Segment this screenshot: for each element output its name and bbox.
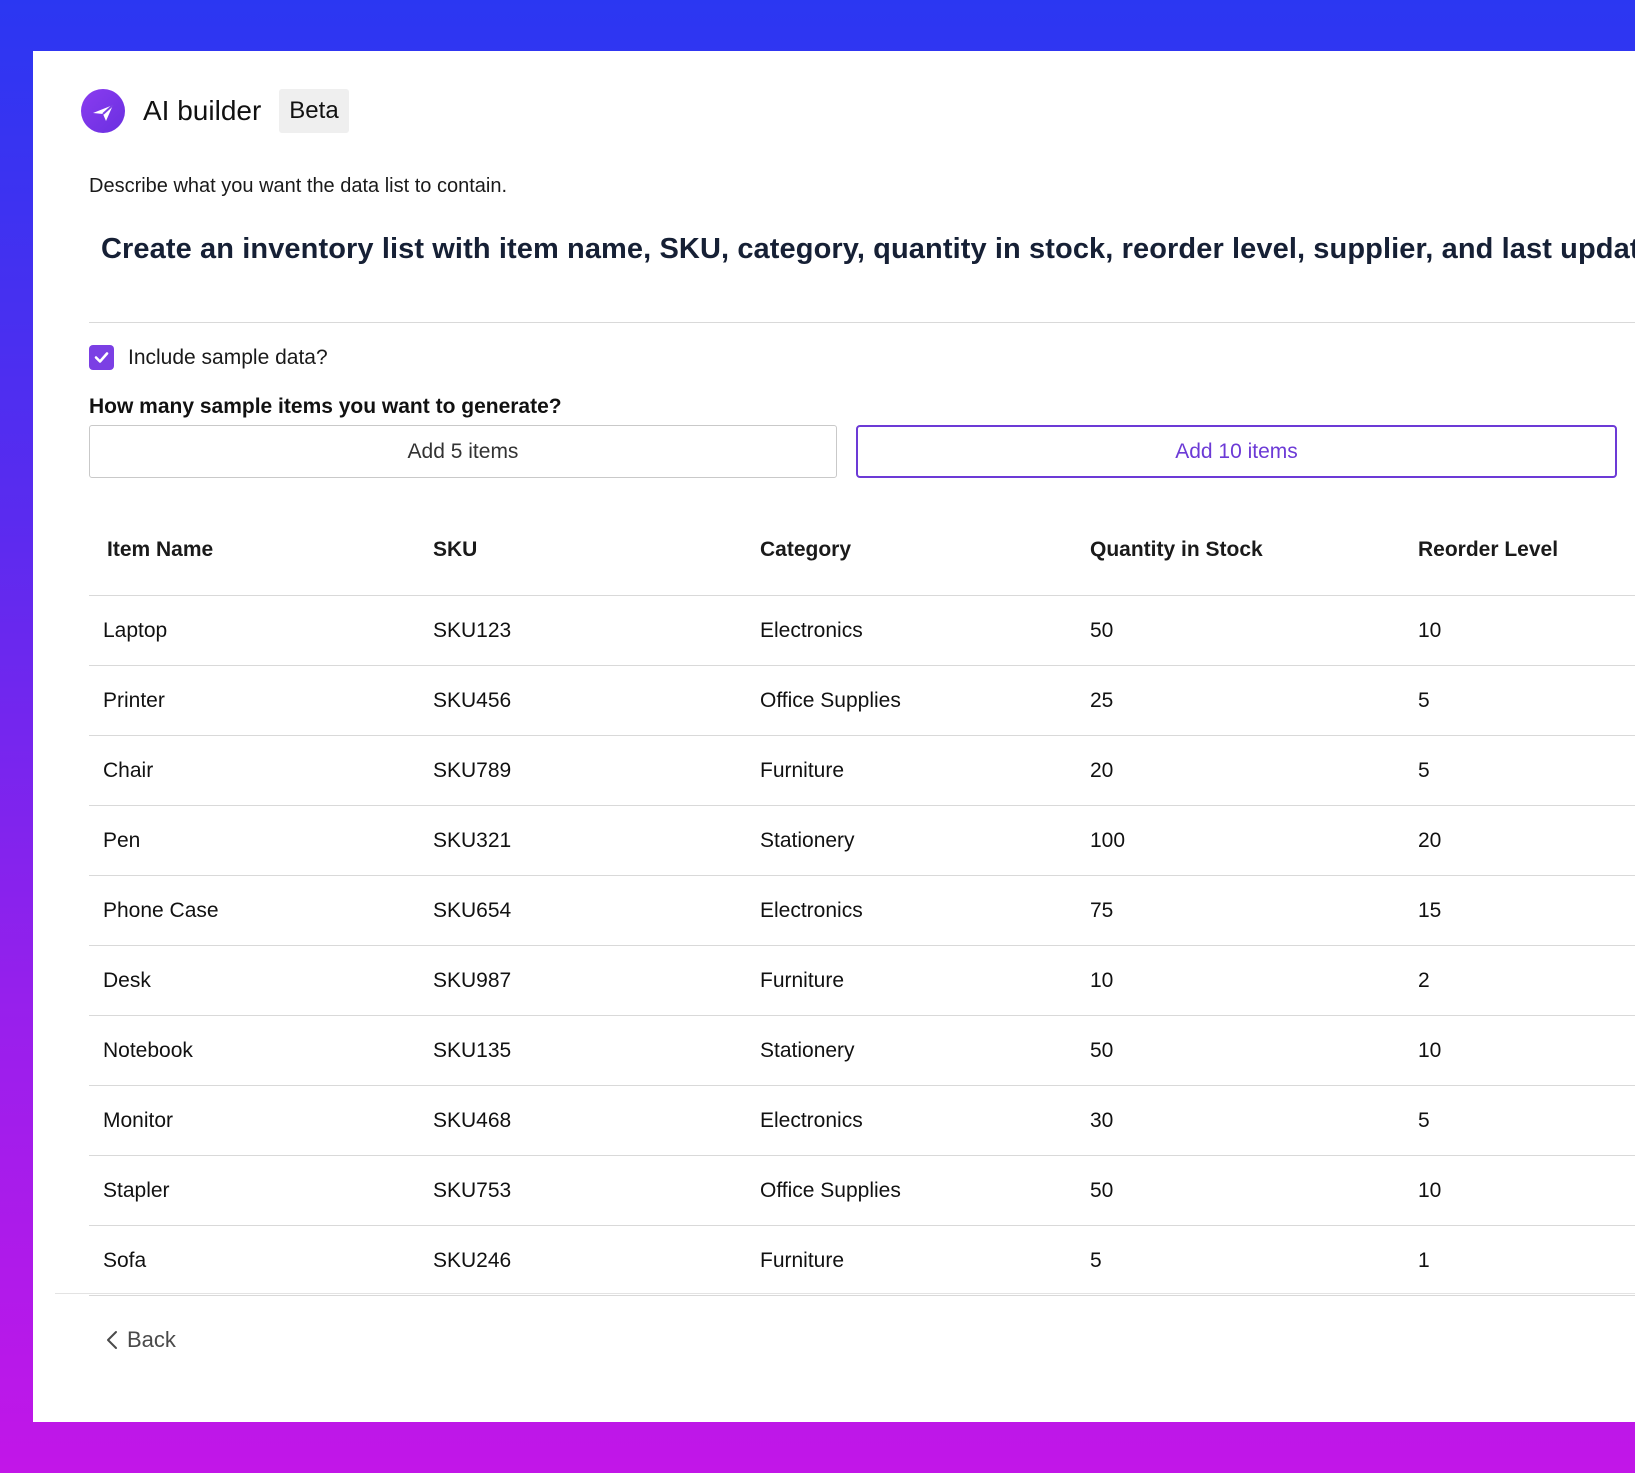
add-10-items-button[interactable]: Add 10 items	[856, 425, 1617, 478]
table-row: Sofa SKU246 Furniture 5 1	[89, 1226, 1635, 1296]
prompt-input[interactable]: Create an inventory list with item name,…	[101, 233, 1635, 265]
include-sample-checkbox[interactable]	[89, 345, 114, 370]
send-arrow-icon	[81, 89, 125, 133]
cell-item-name: Monitor	[103, 1109, 174, 1132]
cell-sku: SKU468	[433, 1109, 512, 1132]
column-header-item-name: Item Name	[107, 538, 214, 561]
beta-badge: Beta	[279, 89, 349, 133]
table-row: Phone Case SKU654 Electronics 75 15	[89, 876, 1635, 946]
cell-sku: SKU246	[433, 1249, 512, 1272]
sample-count-question: How many sample items you want to genera…	[89, 395, 562, 418]
cell-sku: SKU654	[433, 899, 512, 922]
table-row: Notebook SKU135 Stationery 50 10	[89, 1016, 1635, 1086]
divider	[89, 322, 1635, 323]
cell-quantity: 20	[1090, 759, 1114, 782]
cell-category: Electronics	[760, 619, 863, 642]
cell-item-name: Stapler	[103, 1179, 170, 1202]
cell-quantity: 50	[1090, 1179, 1114, 1202]
inventory-table: Item Name SKU Category Quantity in Stock…	[89, 509, 1635, 1296]
back-button[interactable]: Back	[105, 1327, 176, 1353]
cell-item-name: Sofa	[103, 1249, 147, 1272]
table-row: Desk SKU987 Furniture 10 2	[89, 946, 1635, 1016]
cell-item-name: Notebook	[103, 1039, 193, 1062]
cell-reorder-level: 5	[1418, 759, 1430, 782]
cell-item-name: Chair	[103, 759, 154, 782]
cell-reorder-level: 5	[1418, 689, 1430, 712]
cell-category: Furniture	[760, 1249, 845, 1272]
cell-item-name: Desk	[103, 969, 151, 992]
column-header-reorder-level: Reorder Level	[1418, 538, 1559, 561]
cell-quantity: 75	[1090, 899, 1114, 922]
table-row: Pen SKU321 Stationery 100 20	[89, 806, 1635, 876]
cell-category: Electronics	[760, 899, 863, 922]
cell-quantity: 30	[1090, 1109, 1114, 1132]
table-row: Printer SKU456 Office Supplies 25 5	[89, 666, 1635, 736]
cell-reorder-level: 2	[1418, 969, 1430, 992]
cell-item-name: Printer	[103, 689, 165, 712]
cell-category: Furniture	[760, 759, 845, 782]
header: AI builder Beta	[81, 87, 349, 135]
cell-category: Office Supplies	[760, 1179, 901, 1202]
cell-sku: SKU456	[433, 689, 512, 712]
cell-item-name: Pen	[103, 829, 141, 852]
cell-reorder-level: 10	[1418, 1039, 1442, 1062]
cell-category: Stationery	[760, 829, 855, 852]
describe-label: Describe what you want the data list to …	[89, 175, 508, 197]
footer-divider	[55, 1293, 1635, 1294]
cell-reorder-level: 10	[1418, 1179, 1442, 1202]
cell-category: Furniture	[760, 969, 845, 992]
add-5-items-button[interactable]: Add 5 items	[89, 425, 837, 478]
cell-category: Stationery	[760, 1039, 855, 1062]
cell-category: Office Supplies	[760, 689, 901, 712]
table-header-row: Item Name SKU Category Quantity in Stock…	[89, 509, 1635, 596]
cell-quantity: 25	[1090, 689, 1114, 712]
cell-quantity: 50	[1090, 619, 1114, 642]
include-sample-row[interactable]: Include sample data?	[89, 345, 328, 370]
cell-category: Electronics	[760, 1109, 863, 1132]
cell-sku: SKU987	[433, 969, 512, 992]
cell-reorder-level: 5	[1418, 1109, 1430, 1132]
cell-sku: SKU135	[433, 1039, 512, 1062]
check-icon	[94, 352, 109, 363]
cell-reorder-level: 10	[1418, 619, 1442, 642]
cell-sku: SKU753	[433, 1179, 512, 1202]
cell-reorder-level: 1	[1418, 1249, 1430, 1272]
cell-quantity: 100	[1090, 829, 1126, 852]
column-header-category: Category	[760, 538, 852, 561]
back-label: Back	[127, 1327, 176, 1352]
include-sample-label: Include sample data?	[128, 345, 328, 369]
cell-quantity: 10	[1090, 969, 1114, 992]
cell-reorder-level: 15	[1418, 899, 1442, 922]
column-header-sku: SKU	[433, 538, 478, 561]
column-header-quantity: Quantity in Stock	[1090, 538, 1263, 561]
ai-builder-panel: AI builder Beta Describe what you want t…	[33, 51, 1635, 1422]
cell-quantity: 50	[1090, 1039, 1114, 1062]
cell-item-name: Laptop	[103, 619, 168, 642]
cell-item-name: Phone Case	[103, 899, 219, 922]
table-row: Laptop SKU123 Electronics 50 10	[89, 596, 1635, 666]
chevron-left-icon	[105, 1329, 119, 1351]
cell-sku: SKU789	[433, 759, 512, 782]
app-title: AI builder	[143, 95, 262, 126]
table-row: Stapler SKU753 Office Supplies 50 10	[89, 1156, 1635, 1226]
cell-sku: SKU321	[433, 829, 512, 852]
cell-quantity: 5	[1090, 1249, 1102, 1272]
cell-reorder-level: 20	[1418, 829, 1442, 852]
cell-sku: SKU123	[433, 619, 512, 642]
table-row: Chair SKU789 Furniture 20 5	[89, 736, 1635, 806]
table-row: Monitor SKU468 Electronics 30 5	[89, 1086, 1635, 1156]
